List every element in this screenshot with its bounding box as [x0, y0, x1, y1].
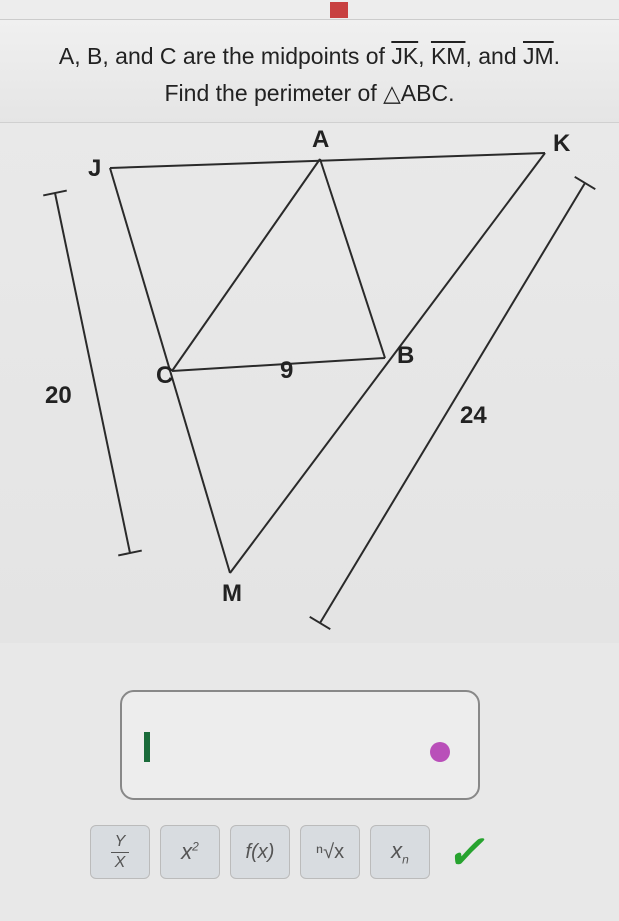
- math-toolbar: Y X x2 f(x) ⁿ√x xn ✓: [90, 825, 490, 879]
- figure-svg: 20 24 J K M A B C 9: [0, 123, 619, 643]
- red-indicator: [330, 2, 348, 18]
- segment-jm: JM: [523, 43, 554, 69]
- svg-text:9: 9: [280, 357, 293, 384]
- fraction-button[interactable]: Y X: [90, 825, 150, 879]
- segment-km: KM: [431, 43, 466, 69]
- svg-text:J: J: [88, 155, 101, 182]
- frac-top: Y: [111, 834, 130, 853]
- function-button[interactable]: f(x): [230, 825, 290, 879]
- subscript-button[interactable]: xn: [370, 825, 430, 879]
- root-button[interactable]: ⁿ√x: [300, 825, 360, 879]
- check-icon: ✓: [446, 825, 485, 879]
- answer-input[interactable]: [120, 690, 480, 800]
- top-strip: [0, 0, 619, 20]
- svg-text:20: 20: [45, 382, 72, 409]
- svg-text:C: C: [156, 362, 173, 389]
- problem-line2: Find the perimeter of △ABC.: [20, 75, 599, 112]
- geometry-figure: 20 24 J K M A B C 9: [0, 123, 619, 643]
- svg-text:24: 24: [460, 402, 487, 429]
- power-button[interactable]: x2: [160, 825, 220, 879]
- problem-prefix: A, B, and C are the midpoints of: [59, 43, 391, 69]
- frac-bottom: X: [115, 853, 126, 871]
- svg-text:A: A: [312, 126, 329, 153]
- segment-jk: JK: [391, 43, 418, 69]
- text-cursor: [144, 732, 150, 762]
- problem-statement: A, B, and C are the midpoints of JK, KM,…: [0, 20, 619, 123]
- check-button[interactable]: ✓: [440, 825, 490, 879]
- svg-text:B: B: [397, 342, 414, 369]
- svg-text:M: M: [222, 580, 242, 607]
- svg-text:K: K: [553, 130, 571, 157]
- handle-dot[interactable]: [430, 742, 450, 762]
